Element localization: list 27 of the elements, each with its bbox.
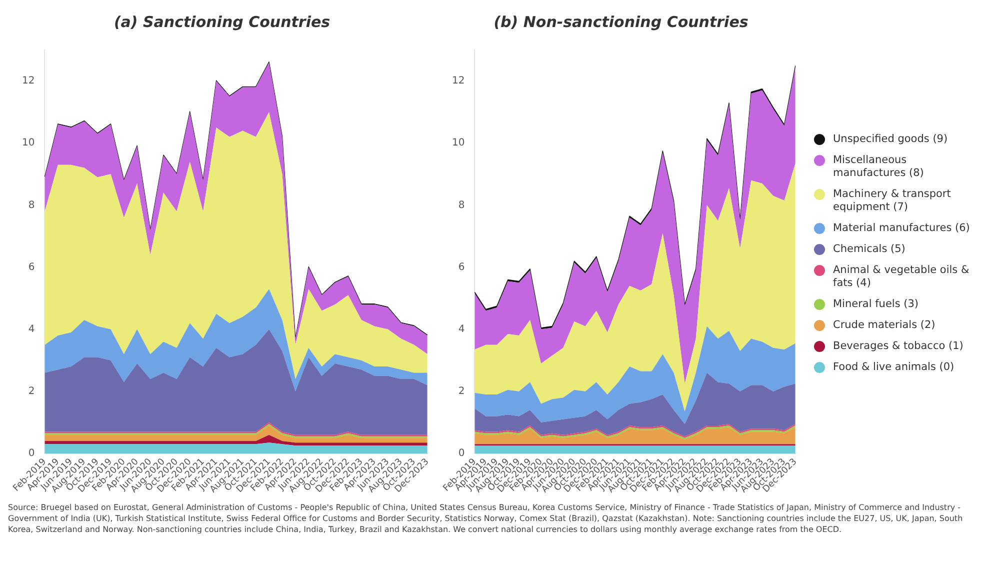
- chart-title: (b) Non-sanctioning Countries: [494, 12, 748, 31]
- legend-label: Chemicals (5): [833, 242, 906, 256]
- legend-label: Material manufactures (6): [833, 222, 970, 234]
- y-tick-label: 8: [458, 200, 465, 211]
- legend-label: Mineral fuels (3): [833, 298, 919, 310]
- legend-label: Beverages & tobacco (1): [833, 340, 964, 352]
- y-tick-label: 4: [458, 324, 465, 335]
- legend-label: Machinery & transport equipment (7): [833, 188, 952, 214]
- source-note: Source: Bruegel based on Eurostat, General Administration of Customs - People's Republic of China, United States Census Bureau, Korea Customs Service, Ministry of Finance - Trade Statistics of Japan, Ministry of Commerce and Industry - Government of India (UK), Turkish Statistical Institute, Swiss Federal Office for Customs and Border Security, Statistics Norway, Comex Stat (Brazil), Qazstat (Kazakhstan). Note: Sanctioning countries include the EU27, US, UK, Japan, South Korea, Switzerland and Norway. Non-sanctioning countries include China, India, Turkey, Brazil and Kazakhstan. We convert national currencies to dollars using monthly average exchange rates from the OECD.: [8, 502, 964, 535]
- y-tick-label: 2: [458, 386, 465, 397]
- legend-label: Animal & vegetable oils & fats (4): [833, 264, 970, 290]
- y-tick-label: 0: [458, 448, 465, 460]
- y-tick-label: 12: [452, 76, 465, 87]
- y-tick-label: 10: [22, 138, 35, 149]
- y-tick-label: 12: [22, 76, 35, 87]
- legend-label: Unspecified goods (9): [833, 132, 948, 146]
- y-tick-label: 8: [28, 200, 35, 211]
- y-tick-label: 6: [458, 262, 465, 273]
- legend-label: Food & live animals (0): [833, 360, 954, 374]
- y-tick-label: 10: [452, 138, 465, 149]
- y-tick-label: 4: [28, 324, 35, 335]
- y-tick-label: 6: [28, 262, 35, 273]
- legend-label: Miscellaneous manufactures (8): [833, 154, 925, 180]
- chart-title: (a) Sanctioning Countries: [114, 12, 330, 31]
- legend-label: Crude materials (2): [833, 318, 936, 332]
- y-tick-label: 0: [28, 448, 35, 460]
- y-tick-label: 2: [28, 386, 35, 397]
